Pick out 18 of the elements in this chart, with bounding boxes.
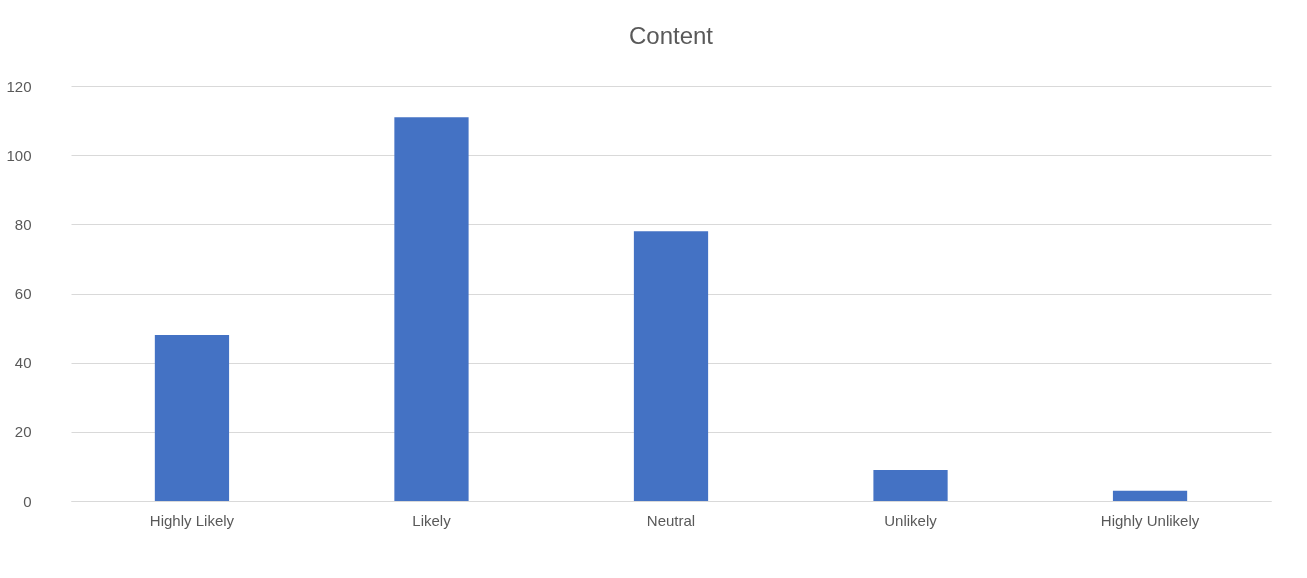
chart-title: Content — [628, 22, 714, 49]
x-tick-label: Likely — [412, 511, 452, 529]
bar — [1112, 490, 1188, 501]
x-tick-label: Neutral — [646, 511, 696, 529]
y-tick-label: 20 — [14, 423, 32, 441]
bar — [873, 469, 948, 501]
bar — [394, 117, 469, 501]
x-tick-label: Unlikely — [884, 511, 938, 529]
bar — [633, 231, 709, 501]
y-tick-label: 40 — [14, 354, 32, 372]
y-tick-label: 80 — [14, 215, 32, 233]
y-tick-label: 60 — [14, 285, 32, 302]
bar — [154, 335, 230, 501]
y-tick-label: 120 — [6, 77, 32, 95]
x-tick-label: Highly Unlikely — [1100, 511, 1200, 529]
y-tick-label: 100 — [6, 146, 32, 164]
y-tick-label: 0 — [23, 492, 32, 510]
x-tick-label: Highly Likely — [149, 511, 235, 529]
